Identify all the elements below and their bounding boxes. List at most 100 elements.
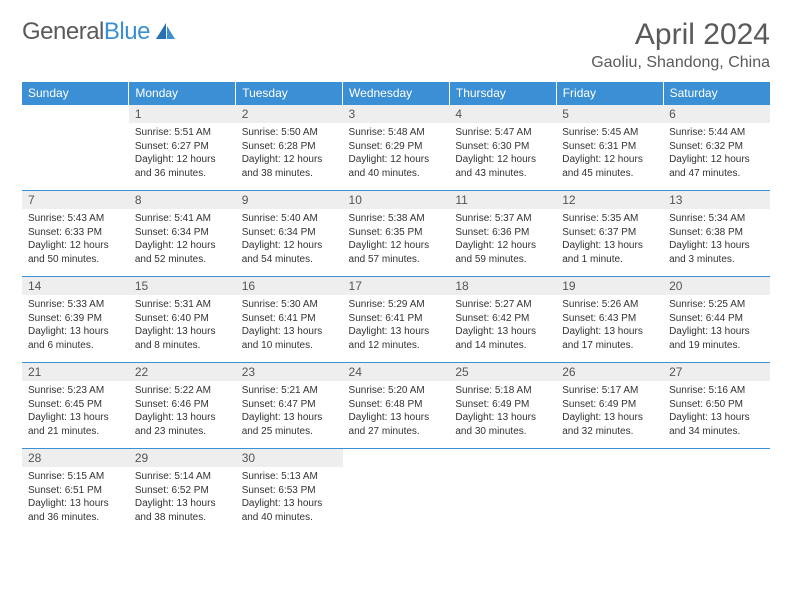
day-header-row: SundayMondayTuesdayWednesdayThursdayFrid… [22,82,770,105]
day-content: Sunrise: 5:51 AMSunset: 6:27 PMDaylight:… [129,123,236,183]
sunrise-label: Sunrise: [135,471,172,482]
day-cell: 3Sunrise: 5:48 AMSunset: 6:29 PMDaylight… [343,105,450,191]
sunset-line: Sunset: 6:36 PM [455,226,550,240]
daylight-line: Daylight: 12 hours and 57 minutes. [349,239,444,266]
sunset-label: Sunset: [349,399,383,410]
daylight-label: Daylight: [562,154,601,165]
sunset-value: 6:37 PM [599,227,636,238]
day-number: 2 [236,105,343,123]
day-cell: 22Sunrise: 5:22 AMSunset: 6:46 PMDayligh… [129,363,236,449]
day-content: Sunrise: 5:17 AMSunset: 6:49 PMDaylight:… [556,381,663,441]
daylight-label: Daylight: [242,240,281,251]
daylight-label: Daylight: [349,240,388,251]
sunrise-label: Sunrise: [669,299,706,310]
sunset-value: 6:43 PM [599,313,636,324]
sunrise-value: 5:34 AM [709,213,746,224]
sunset-value: 6:50 PM [706,399,743,410]
sunset-value: 6:46 PM [172,399,209,410]
sunset-value: 6:53 PM [278,485,315,496]
daylight-line: Daylight: 13 hours and 8 minutes. [135,325,230,352]
sunrise-label: Sunrise: [349,385,386,396]
sunset-label: Sunset: [669,141,703,152]
daylight-line: Daylight: 13 hours and 6 minutes. [28,325,123,352]
sunrise-label: Sunrise: [135,385,172,396]
sunset-value: 6:30 PM [492,141,529,152]
daylight-label: Daylight: [455,240,494,251]
sunrise-value: 5:21 AM [281,385,318,396]
day-cell: 1Sunrise: 5:51 AMSunset: 6:27 PMDaylight… [129,105,236,191]
sunrise-label: Sunrise: [349,213,386,224]
sunset-label: Sunset: [242,141,276,152]
daylight-label: Daylight: [28,240,67,251]
daylight-line: Daylight: 13 hours and 34 minutes. [669,411,764,438]
sunset-value: 6:51 PM [65,485,102,496]
day-content: Sunrise: 5:23 AMSunset: 6:45 PMDaylight:… [22,381,129,441]
sunrise-line: Sunrise: 5:15 AM [28,470,123,484]
daylight-label: Daylight: [349,412,388,423]
sunset-label: Sunset: [455,399,489,410]
daylight-line: Daylight: 12 hours and 47 minutes. [669,153,764,180]
sunrise-value: 5:23 AM [67,385,104,396]
day-header: Thursday [449,82,556,105]
week-row: 21Sunrise: 5:23 AMSunset: 6:45 PMDayligh… [22,363,770,449]
sunset-label: Sunset: [669,399,703,410]
daylight-line: Daylight: 13 hours and 21 minutes. [28,411,123,438]
daylight-label: Daylight: [669,326,708,337]
sunrise-value: 5:22 AM [174,385,211,396]
sunset-line: Sunset: 6:41 PM [349,312,444,326]
day-number: 9 [236,191,343,209]
daylight-line: Daylight: 12 hours and 50 minutes. [28,239,123,266]
day-content: Sunrise: 5:22 AMSunset: 6:46 PMDaylight:… [129,381,236,441]
sunrise-value: 5:18 AM [495,385,532,396]
day-cell: 10Sunrise: 5:38 AMSunset: 6:35 PMDayligh… [343,191,450,277]
day-number: 15 [129,277,236,295]
sunset-label: Sunset: [135,141,169,152]
sunset-label: Sunset: [135,227,169,238]
daylight-line: Daylight: 12 hours and 54 minutes. [242,239,337,266]
day-cell: 8Sunrise: 5:41 AMSunset: 6:34 PMDaylight… [129,191,236,277]
sunrise-value: 5:27 AM [495,299,532,310]
sunset-label: Sunset: [669,313,703,324]
sunset-label: Sunset: [455,141,489,152]
sunset-line: Sunset: 6:41 PM [242,312,337,326]
day-cell: 14Sunrise: 5:33 AMSunset: 6:39 PMDayligh… [22,277,129,363]
sunrise-line: Sunrise: 5:20 AM [349,384,444,398]
sunset-value: 6:31 PM [599,141,636,152]
daylight-line: Daylight: 12 hours and 43 minutes. [455,153,550,180]
sunset-label: Sunset: [242,227,276,238]
sunrise-line: Sunrise: 5:45 AM [562,126,657,140]
day-number: 28 [22,449,129,467]
daylight-line: Daylight: 13 hours and 1 minute. [562,239,657,266]
sunrise-label: Sunrise: [562,299,599,310]
sunrise-label: Sunrise: [455,127,492,138]
sunset-value: 6:41 PM [385,313,422,324]
sunrise-label: Sunrise: [242,213,279,224]
sunset-line: Sunset: 6:42 PM [455,312,550,326]
day-content: Sunrise: 5:15 AMSunset: 6:51 PMDaylight:… [22,467,129,527]
sunrise-line: Sunrise: 5:18 AM [455,384,550,398]
week-row: 28Sunrise: 5:15 AMSunset: 6:51 PMDayligh… [22,449,770,535]
day-number: 1 [129,105,236,123]
sunset-line: Sunset: 6:49 PM [455,398,550,412]
sunset-value: 6:34 PM [172,227,209,238]
sunset-value: 6:49 PM [492,399,529,410]
sunrise-line: Sunrise: 5:27 AM [455,298,550,312]
calendar-table: SundayMondayTuesdayWednesdayThursdayFrid… [22,82,770,535]
day-header: Wednesday [343,82,450,105]
week-row: 14Sunrise: 5:33 AMSunset: 6:39 PMDayligh… [22,277,770,363]
sunset-label: Sunset: [28,227,62,238]
location: Gaoliu, Shandong, China [591,54,770,72]
day-cell [449,449,556,535]
sunset-line: Sunset: 6:40 PM [135,312,230,326]
sunrise-line: Sunrise: 5:25 AM [669,298,764,312]
calendar-head: SundayMondayTuesdayWednesdayThursdayFrid… [22,82,770,105]
daylight-line: Daylight: 13 hours and 12 minutes. [349,325,444,352]
sunrise-value: 5:26 AM [602,299,639,310]
day-cell: 4Sunrise: 5:47 AMSunset: 6:30 PMDaylight… [449,105,556,191]
sunrise-line: Sunrise: 5:44 AM [669,126,764,140]
day-cell: 15Sunrise: 5:31 AMSunset: 6:40 PMDayligh… [129,277,236,363]
sunset-line: Sunset: 6:50 PM [669,398,764,412]
day-cell: 20Sunrise: 5:25 AMSunset: 6:44 PMDayligh… [663,277,770,363]
sunrise-line: Sunrise: 5:29 AM [349,298,444,312]
sunset-line: Sunset: 6:45 PM [28,398,123,412]
